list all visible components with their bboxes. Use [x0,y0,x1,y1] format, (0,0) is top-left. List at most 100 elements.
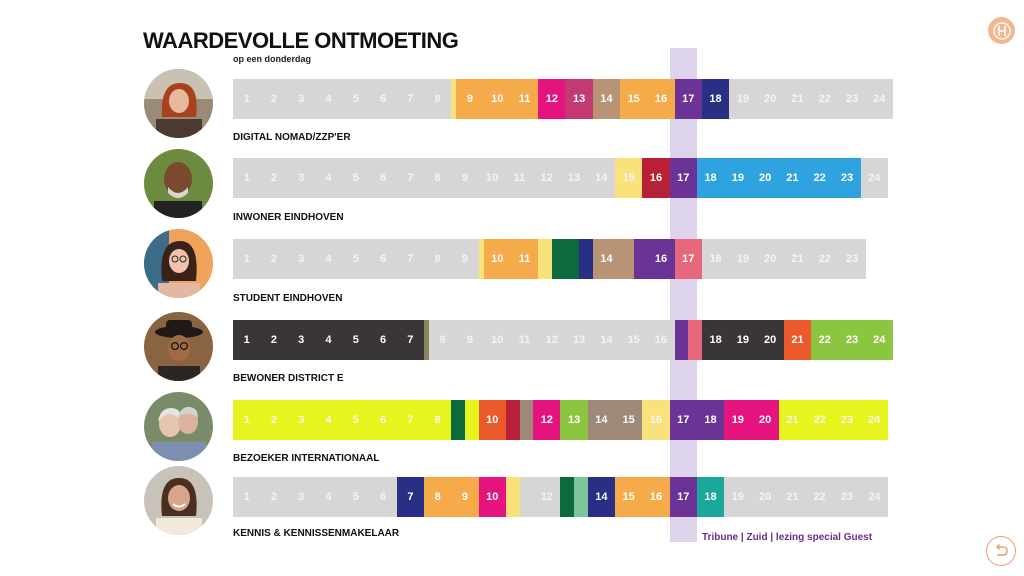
hour-label: 24 [868,172,881,184]
hour-label: 16 [649,491,663,503]
hour-label: 12 [545,93,558,105]
timeline-bar-bezoeker: 1 2 3 4 5 6 7 8 10 12 13 14 15 16 17 18 19 20 21 22 23 24 [233,400,888,440]
timeline-segment: 15 16 [620,79,675,119]
timeline-segment: 10 [478,477,506,517]
hour-label: 19 [736,334,749,346]
timeline-segment: 19 20 21 22 23 24 [724,477,888,517]
hour-label: 14 [600,253,613,265]
timeline-segment: 7 [396,477,425,517]
hour-label: 23 [845,334,859,346]
hour-label: 24 [868,414,881,426]
persona-label-bezoeker: BEZOEKER INTERNATIONAAL [233,453,380,464]
hour-label: 13 [567,172,581,184]
hour-label: 11 [518,334,531,346]
hour-label: 23 [845,253,859,265]
back-button[interactable] [986,536,1016,566]
young-woman-glasses-portrait-icon [144,229,213,298]
page-title: WAARDEVOLLE ONTMOETING [143,28,459,53]
timeline-segment [505,477,520,517]
page-subtitle: op een donderdag [233,54,312,64]
hour-label: 1 [243,414,250,426]
hour-label: 17 [682,253,695,265]
hour-label: 3 [298,253,305,265]
hour-label: 21 [786,491,799,503]
timeline-bar-digital-nomad: 1 2 3 4 5 6 7 8 9 10 11 12 13 14 15 16 17 18 19 20 21 22 23 24 [233,79,893,119]
hour-label: 1 [243,172,250,184]
hour-label: 10 [486,491,499,503]
avatar-bewoner [144,312,213,381]
hour-label: 2 [270,172,277,184]
hour-label: 14 [600,93,613,105]
hour-label: 5 [352,93,359,105]
hour-label: 7 [407,334,414,346]
timeline-segment: 12 [519,477,561,517]
hour-label: 13 [572,334,586,346]
hour-label: 24 [873,334,886,346]
timeline-accent [451,79,457,119]
timeline-segment: 13 [565,79,593,119]
timeline-segment: 18 19 20 21 22 23 [701,239,866,279]
timeline-segment: 17 [674,239,702,279]
hour-label: 14 [600,334,613,346]
hour-label: 3 [298,491,305,503]
timeline-segment: 21 [783,320,812,360]
hour-17-highlight [670,48,697,542]
hour-label: 11 [518,253,531,265]
smiling-woman-portrait-icon [144,466,213,535]
hour-label: 22 [813,172,826,184]
hour-label: 14 [595,414,608,426]
hour-label: 7 [407,93,414,105]
hour-label: 13 [573,93,586,105]
hour-label: 21 [791,334,804,346]
hour-label: 8 [434,491,441,503]
persona-label-student: STUDENT EINDHOVEN [233,293,343,304]
hour-label: 23 [840,414,854,426]
hour-label: 16 [649,172,663,184]
man-hat-glasses-portrait-icon [144,312,213,381]
timeline-segment [560,477,575,517]
timeline-segment: 18 [701,79,730,119]
hour-label: 20 [763,93,777,105]
hour-label: 16 [654,253,668,265]
hour-label: 18 [709,334,722,346]
hour-label: 13 [567,414,581,426]
timeline-segment: 16 [642,400,670,440]
hour-label: 22 [813,414,826,426]
timeline-segment: 17 [669,477,697,517]
hour-label: 22 [813,491,826,503]
hour-label: 7 [407,172,414,184]
hour-label: 10 [491,334,504,346]
hour-label: 15 [627,334,640,346]
hour-label: 19 [736,253,749,265]
hour-label: 1 [243,491,250,503]
timeline-segment: 1 2 3 4 5 6 7 8 [233,400,452,440]
hour-label: 16 [649,414,663,426]
persona-label-digital-nomad: DIGITAL NOMAD/ZZP'ER [233,132,351,143]
hour-label: 23 [845,93,859,105]
timeline-bar-bewoner: 1 2 3 4 5 6 7 8 9 10 11 12 13 14 15 16 18 19 20 21 22 23 24 [233,320,893,360]
timeline-segment: 14 [592,239,634,279]
timeline-bar-kennis: 1 2 3 4 5 6 7 8 9 10 12 14 15 16 17 18 19 20 21 22 23 24 [233,477,888,517]
hour-label: 20 [764,334,777,346]
hour-label: 2 [270,253,277,265]
hour-label: 1 [243,253,250,265]
hour-label: 22 [818,253,831,265]
timeline-bar-inwoner: 1 2 3 4 5 6 7 8 9 10 11 12 13 14 15 16 17 18 19 20 21 22 23 24 [233,158,888,198]
avatar-inwoner [144,149,213,218]
hour-label: 17 [677,414,690,426]
persona-label-bewoner: BEWONER DISTRICT E [233,373,344,384]
hour-label: 24 [873,93,886,105]
timeline-segment [464,400,479,440]
hour-label: 5 [352,253,359,265]
timeline-segment [505,400,520,440]
hour-label: 5 [352,334,359,346]
hour-label: 18 [709,253,722,265]
hour-label: 20 [759,172,772,184]
h-logo-icon [988,17,1015,44]
hour-label: 6 [379,253,387,265]
timeline-segment: 1 2 3 4 5 6 7 [233,320,425,360]
hour-label: 5 [352,172,359,184]
hour-label: 16 [654,334,668,346]
timeline-segment: 16 [642,158,670,198]
timeline-segment: 9 10 11 [456,79,539,119]
